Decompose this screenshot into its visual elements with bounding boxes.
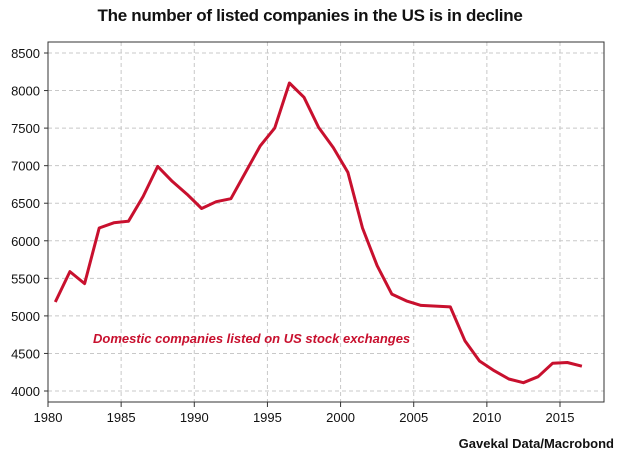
- y-tick-label: 5500: [11, 271, 40, 286]
- source-label: Gavekal Data/Macrobond: [458, 436, 614, 451]
- x-tick-label: 1985: [107, 410, 136, 425]
- y-tick-label: 6000: [11, 234, 40, 249]
- x-tick-label: 1995: [253, 410, 282, 425]
- series-line: [53, 81, 583, 385]
- x-tick-label: 1990: [180, 410, 209, 425]
- grid: [48, 42, 604, 402]
- chart-title: The number of listed companies in the US…: [97, 6, 523, 25]
- y-axis: 4000 4500 5000 5500 6000 6500 7000 7500 8000 8500: [11, 46, 48, 399]
- x-tick-label: 1980: [34, 410, 63, 425]
- series-annotation: Domestic companies listed on US stock ex…: [93, 331, 410, 346]
- y-tick-label: 8500: [11, 46, 40, 61]
- plot-frame: [47, 41, 605, 403]
- x-tick-label: 2005: [399, 410, 428, 425]
- x-tick-label: 2000: [326, 410, 355, 425]
- x-tick-label: 2010: [472, 410, 501, 425]
- y-tick-label: 6500: [11, 196, 40, 211]
- y-tick-label: 4000: [11, 384, 40, 399]
- y-tick-label: 7500: [11, 121, 40, 136]
- series-group: [53, 81, 583, 385]
- y-tick-label: 5000: [11, 309, 40, 324]
- x-tick-label: 2015: [546, 410, 575, 425]
- y-tick-label: 8000: [11, 84, 40, 99]
- y-tick-label: 7000: [11, 159, 40, 174]
- y-tick-label: 4500: [11, 346, 40, 361]
- x-axis: 1980 1985 1990 1995 2000 2005 2010 2015: [34, 402, 575, 425]
